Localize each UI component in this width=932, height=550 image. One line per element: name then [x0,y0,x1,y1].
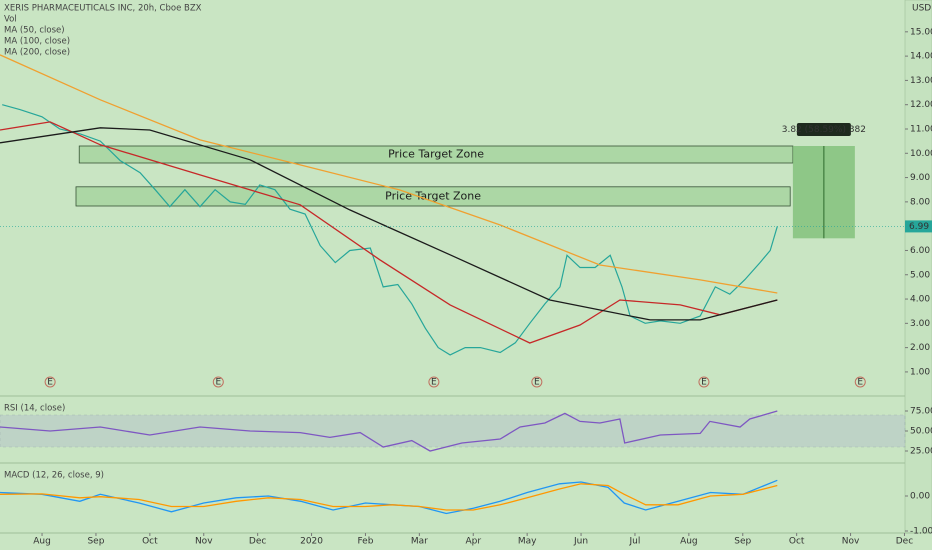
series-line [0,410,778,452]
legend-entry: Vol [4,15,17,25]
x-tick-label: Oct [789,537,805,547]
y-tick-label: 15.00 [910,27,932,37]
earnings-marker [698,376,710,388]
x-tick-label: Sep [734,537,751,547]
y-tick-label: 9.00 [910,173,930,183]
y-tick-label: 6.00 [910,246,930,256]
axis-unit: USD [912,4,931,14]
series-line [0,54,778,294]
y-tick-label: 11.00 [910,124,932,134]
y-tick-label: 13.00 [910,76,932,86]
legend-entry: MA (50, close) [4,26,65,36]
x-tick-label: Mar [411,537,428,547]
earnings-label: E [431,378,437,388]
y-tick-label: 5.00 [910,270,930,280]
x-tick-label: Dec [249,537,266,547]
x-tick-label: Sep [87,537,104,547]
earnings-marker [212,376,224,388]
measure-label-bg [796,122,851,136]
y-tick-label: 10.00 [910,149,932,159]
series-line [2,104,778,356]
x-tick-label: Dec [896,537,913,547]
earnings-label: E [215,378,221,388]
y-tick-label: 1.00 [910,367,930,377]
y-tick-label: 3.00 [910,319,930,329]
x-tick-label: Jun [573,537,588,547]
y-tick-label: 12.00 [910,100,932,110]
series-line [0,483,778,511]
y-tick-label: 8.00 [910,197,930,207]
y-tick-label: 4.00 [910,295,930,305]
last-price-label: 6.99 [909,222,929,232]
y-tick-label: 0.00 [910,492,930,502]
y-tick-label: 50.00 [910,427,932,437]
pane-title: MACD (12, 26, close, 9) [4,471,104,481]
earnings-marker [428,376,440,388]
y-tick-label: 14.00 [910,52,932,62]
y-tick-label: -1.00 [910,527,932,537]
x-tick-label: May [518,537,537,547]
series-line [0,121,778,344]
earnings-label: E [534,378,540,388]
zone-label: Price Target Zone [385,189,481,202]
x-tick-label: 2020 [300,537,323,547]
measure-label: 3.82 (58.59%) 382 [782,125,866,135]
last-price-bg [905,220,932,233]
series-line [0,127,778,321]
legend-entry: MA (200, close) [4,48,70,58]
earnings-label: E [701,378,707,388]
rsi-band [0,414,906,448]
zone-label: Price Target Zone [388,148,484,161]
earnings-marker [854,376,866,388]
legend-entry: MA (100, close) [4,37,70,47]
x-tick-label: Aug [680,537,698,547]
chart-title: XERIS PHARMACEUTICALS INC, 20h, Cboe BZX [4,4,202,14]
x-tick-label: Nov [842,537,860,547]
y-tick-label: 2.00 [910,343,930,353]
pane-title: RSI (14, close) [4,404,65,414]
x-tick-label: Feb [357,537,373,547]
earnings-label: E [47,378,53,388]
price-axis [904,0,932,534]
x-tick-label: Nov [195,537,213,547]
y-tick-label: 75.00 [910,407,932,417]
x-tick-label: Oct [142,537,158,547]
earnings-label: E [857,378,863,388]
x-tick-label: Jul [629,537,641,547]
earnings-marker [44,376,56,388]
x-tick-label: Aug [33,537,51,547]
earnings-marker [531,376,543,388]
y-tick-label: 25.00 [910,447,932,457]
x-tick-label: Apr [465,537,481,547]
